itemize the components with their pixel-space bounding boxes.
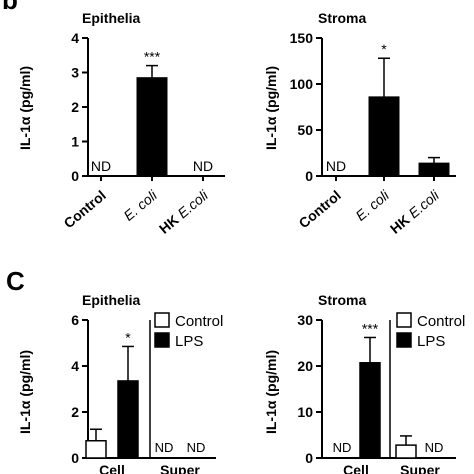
nd-label: ND <box>187 440 206 455</box>
x-tick-label: Control <box>61 187 109 231</box>
chart-c-stroma: Stroma IL-1α (pg/ml) 0 10 20 30 ND *** Cell ND Sup… <box>263 292 465 474</box>
legend-label: LPS <box>175 333 203 350</box>
chart-c-epithelia: Epithelia IL-1α (pg/ml) 0 2 4 6 * Cell ND ND Super… <box>17 292 223 474</box>
legend-label: Control <box>417 313 465 330</box>
x-tick-label: HK E.coli <box>156 186 212 236</box>
nd-label: ND <box>333 440 352 455</box>
chart-title: Stroma <box>318 292 366 308</box>
y-tick-label: 150 <box>290 30 314 46</box>
legend-swatch <box>154 312 170 328</box>
significance-label: * <box>381 41 387 57</box>
y-tick-label: 20 <box>297 358 313 374</box>
bar <box>395 444 417 459</box>
y-tick-label: 0 <box>305 450 313 466</box>
x-tick-label: Control <box>296 187 344 231</box>
bar <box>359 362 381 459</box>
y-tick-label: 0 <box>71 168 79 184</box>
panel-letter-b: b <box>2 0 18 15</box>
y-tick-label: 4 <box>71 30 79 46</box>
legend-label: LPS <box>417 333 445 350</box>
y-tick-label: 10 <box>297 404 313 420</box>
chart-title: Epithelia <box>82 292 141 308</box>
legend-label: Control <box>175 313 223 330</box>
y-axis-label: IL-1α (pg/ml) <box>17 66 33 150</box>
x-tick-label: HK E.coli <box>387 186 443 236</box>
y-axis-label: IL-1α (pg/ml) <box>263 350 279 434</box>
y-tick-label: 3 <box>71 65 79 81</box>
nd-label: ND <box>155 440 174 455</box>
nd-label: ND <box>425 440 444 455</box>
y-tick-label: 4 <box>71 358 79 374</box>
bar <box>418 162 450 177</box>
x-tick-label: E. coli <box>352 186 392 223</box>
y-tick-label: 30 <box>297 312 313 328</box>
x-group-label: Super <box>400 462 440 474</box>
significance-label: *** <box>362 320 379 336</box>
significance-label: * <box>125 329 131 345</box>
nd-label: ND <box>91 158 111 174</box>
x-tick-label: E. coli <box>120 186 160 223</box>
chart-b-epithelia: Epithelia IL-1α (pg/ml) 0 1 2 3 4 ND Control *** E… <box>17 10 225 237</box>
nd-label: ND <box>193 158 213 174</box>
legend-swatch <box>396 332 412 348</box>
x-group-label: Cell <box>343 462 369 474</box>
bar <box>368 96 400 177</box>
x-group-label: Super <box>160 462 200 474</box>
y-tick-label: 1 <box>71 134 79 150</box>
bar <box>85 440 107 459</box>
x-group-label: Cell <box>99 462 125 474</box>
chart-title: Stroma <box>318 10 366 26</box>
chart-b-stroma: Stroma IL-1α (pg/ml) 0 50 100 150 ND Control * E.… <box>263 10 456 237</box>
nd-label: ND <box>326 158 346 174</box>
y-tick-label: 2 <box>71 404 79 420</box>
legend-swatch <box>154 332 170 348</box>
significance-label: *** <box>144 49 161 65</box>
bar <box>117 380 139 459</box>
y-tick-label: 100 <box>290 76 314 92</box>
y-axis-label: IL-1α (pg/ml) <box>17 350 33 434</box>
y-axis-label: IL-1α (pg/ml) <box>263 66 279 150</box>
y-tick-label: 2 <box>71 99 79 115</box>
y-tick-label: 0 <box>305 168 313 184</box>
y-tick-label: 0 <box>71 450 79 466</box>
bar <box>136 77 168 177</box>
y-tick-label: 50 <box>297 122 313 138</box>
chart-title: Epithelia <box>82 10 141 26</box>
y-tick-label: 6 <box>71 312 79 328</box>
legend-swatch <box>396 312 412 328</box>
panel-letter-c: C <box>6 266 25 296</box>
